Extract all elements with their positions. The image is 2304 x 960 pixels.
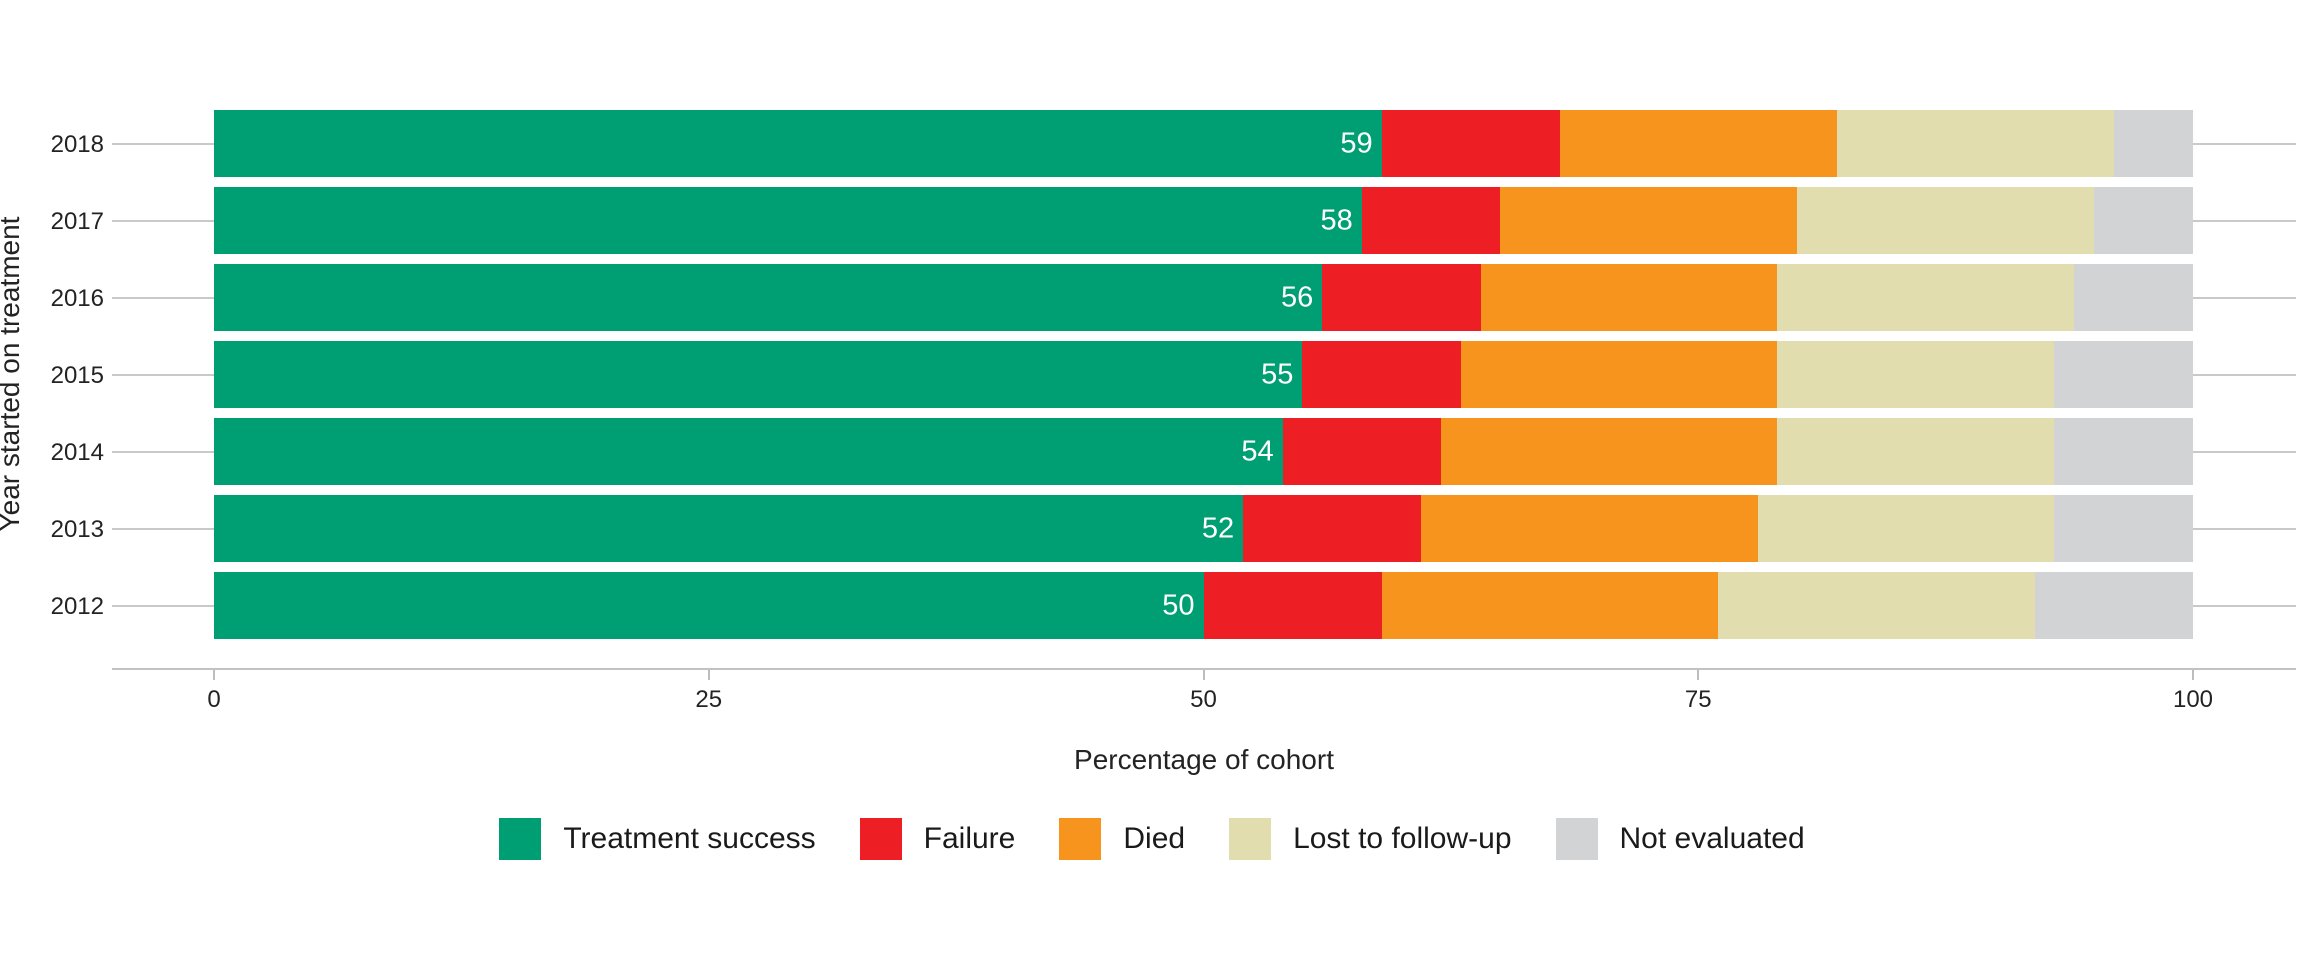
bar-segment-not-evaluated — [2054, 495, 2193, 562]
y-tick-label-2012: 2012 — [50, 592, 104, 620]
bar-segment-treatment-success: 59 — [214, 110, 1382, 177]
bar-row-2012: 50 — [214, 572, 2193, 639]
x-tick-label-50: 50 — [1190, 686, 1217, 713]
x-tick-label-100: 100 — [2172, 686, 2214, 713]
bar-segment-failure — [1282, 418, 1441, 485]
bar-value-label: 58 — [1320, 204, 1353, 236]
bar-segment-died — [1440, 418, 1778, 485]
x-tick-label-75: 75 — [1684, 686, 1712, 713]
bar-segment-lost-to-follow-up — [1777, 418, 2055, 485]
y-tick-label-2018: 2018 — [50, 130, 104, 158]
bar-segment-lost-to-follow-up — [1797, 187, 2095, 254]
y-tick-label-2016: 2016 — [50, 284, 104, 312]
legend-label: Lost to follow-up — [1293, 822, 1512, 855]
bar-segment-not-evaluated — [2054, 341, 2193, 408]
x-axis-title: Percentage of cohort — [1074, 744, 1334, 775]
legend-item-not-evaluated: Not evaluated — [1555, 818, 1805, 860]
x-axis-line — [112, 668, 2296, 670]
legend-item-died: Died — [1059, 818, 1185, 860]
bar-segment-died — [1559, 110, 1837, 177]
bar-segment-lost-to-follow-up — [1836, 110, 2114, 177]
bar-segment-died — [1500, 187, 1798, 254]
bar-segment-failure — [1322, 264, 1481, 331]
bar-segment-died — [1460, 341, 1778, 408]
y-tick-label-2015: 2015 — [50, 361, 104, 389]
bar-value-label: 59 — [1340, 127, 1373, 159]
bar-segment-treatment-success: 52 — [214, 495, 1244, 562]
bar-segment-lost-to-follow-up — [1777, 341, 2055, 408]
legend-key-icon — [1059, 818, 1102, 860]
bar-row-2016: 56 — [214, 264, 2193, 331]
bar-value-label: 52 — [1201, 512, 1235, 544]
bar-row-2017: 58 — [214, 187, 2193, 254]
bar-segment-failure — [1243, 495, 1422, 562]
bar-segment-not-evaluated — [2113, 110, 2193, 177]
bar-value-label: 54 — [1241, 435, 1274, 467]
bar-segment-lost-to-follow-up — [1757, 495, 2055, 562]
x-tick-mark-0 — [213, 670, 215, 680]
x-tick-mark-100 — [2192, 670, 2194, 680]
bar-row-2015: 55 — [214, 341, 2193, 408]
legend-key-icon — [859, 818, 902, 860]
x-tick-mark-25 — [707, 670, 710, 680]
legend-label: Died — [1123, 822, 1186, 855]
bar-segment-failure — [1381, 110, 1560, 177]
bar-segment-treatment-success: 56 — [214, 264, 1323, 331]
y-tick-label-2017: 2017 — [50, 207, 104, 235]
bar-segment-treatment-success: 54 — [214, 418, 1283, 485]
bar-value-label: 50 — [1162, 589, 1195, 621]
bar-segment-died — [1381, 572, 1719, 639]
x-tick-label-0: 0 — [207, 686, 221, 713]
bar-value-label: 56 — [1280, 281, 1314, 313]
legend-key-icon — [499, 818, 542, 860]
x-tick-mark-75 — [1697, 670, 1700, 680]
bar-segment-treatment-success: 55 — [214, 341, 1303, 408]
bar-segment-died — [1421, 495, 1758, 562]
x-tick-label-25: 25 — [695, 686, 723, 713]
bar-segment-failure — [1203, 572, 1382, 639]
y-tick-label-2013: 2013 — [50, 515, 104, 543]
bar-value-label: 55 — [1261, 358, 1294, 390]
x-tick-mark-50 — [1202, 670, 1205, 680]
bar-segment-failure — [1302, 341, 1461, 408]
y-tick-label-2014: 2014 — [50, 438, 104, 466]
bar-segment-failure — [1361, 187, 1501, 254]
legend-label: Failure — [923, 822, 1016, 855]
legend-item-failure: Failure — [859, 818, 1016, 860]
bar-row-2014: 54 — [214, 418, 2193, 485]
bar-segment-treatment-success: 58 — [214, 187, 1362, 254]
legend: Treatment success Failure Died Lost to foll… — [0, 818, 2304, 860]
bar-segment-treatment-success: 50 — [214, 572, 1204, 639]
bar-segment-not-evaluated — [2094, 187, 2193, 254]
bar-row-2018: 59 — [214, 110, 2193, 177]
bar-segment-not-evaluated — [2054, 418, 2193, 485]
bar-segment-not-evaluated — [2034, 572, 2193, 639]
bar-segment-died — [1480, 264, 1778, 331]
legend-item-lost-to-follow-up: Lost to follow-up — [1229, 818, 1512, 860]
bar-segment-lost-to-follow-up — [1718, 572, 2035, 639]
bar-row-2013: 52 — [214, 495, 2193, 562]
legend-label: Treatment success — [563, 822, 816, 855]
legend-item-treatment-success: Treatment success — [499, 818, 816, 860]
legend-label: Not evaluated — [1619, 822, 1805, 855]
bar-segment-not-evaluated — [2074, 264, 2193, 331]
legend-key-icon — [1555, 818, 1598, 860]
legend-key-icon — [1229, 818, 1272, 860]
bar-segment-lost-to-follow-up — [1777, 264, 2075, 331]
